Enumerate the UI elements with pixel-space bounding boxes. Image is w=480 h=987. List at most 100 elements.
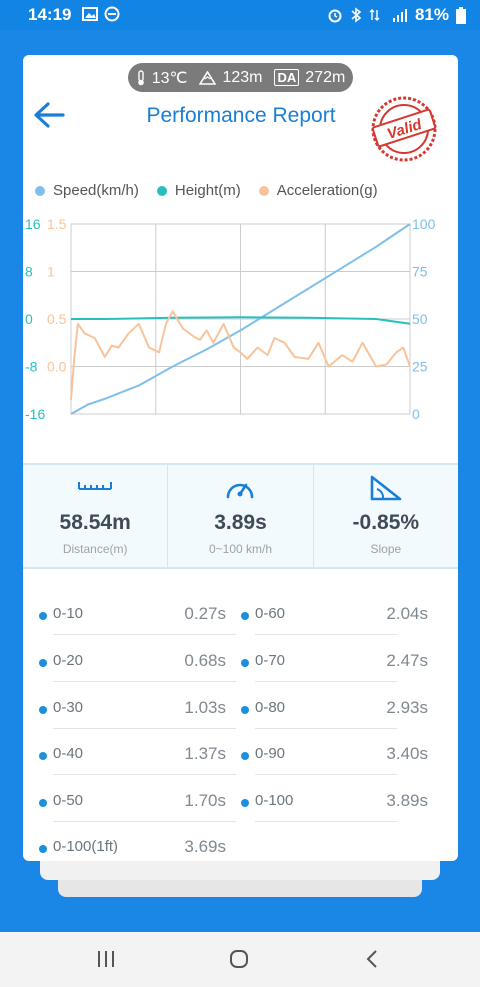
timing-row: 0-10 0.27s xyxy=(36,598,236,644)
height-line xyxy=(71,316,411,325)
height-axis-tick: 16 xyxy=(25,216,41,232)
timing-row: 0-90 3.40s xyxy=(238,738,438,784)
home-icon[interactable] xyxy=(229,949,249,969)
stat-0-100: 3.89s 0~100 km/h xyxy=(167,465,312,567)
timing-range: 0-30 xyxy=(53,699,84,716)
timing-row: 0-70 2.47s xyxy=(238,645,438,691)
legend-dot xyxy=(156,185,167,196)
height-axis-tick: -8 xyxy=(25,359,38,375)
page-title: Performance Report xyxy=(146,104,336,127)
status-right: 81% xyxy=(327,5,466,25)
bullet xyxy=(241,752,249,760)
battery-percent: 81% xyxy=(414,5,449,24)
timing-row: 0-30 1.03s xyxy=(36,692,236,738)
report-card xyxy=(23,55,458,861)
timing-range: 0-40 xyxy=(53,745,84,762)
slope-label: Slope xyxy=(370,542,402,556)
bullet xyxy=(39,612,47,620)
status-bar: 14:19 81% xyxy=(0,0,480,30)
recent-apps-icon[interactable] xyxy=(96,950,116,968)
legend-height: Height(m) xyxy=(156,182,241,199)
timing-value: 1.03s xyxy=(184,698,226,717)
acceleration-line xyxy=(70,310,411,400)
bullet xyxy=(39,799,47,807)
timing-value: 2.47s xyxy=(386,651,428,670)
bullet xyxy=(241,799,249,807)
timing-range: 0-90 xyxy=(255,745,286,762)
bullet xyxy=(241,612,249,620)
bullet xyxy=(39,752,47,760)
timing-row: 0-100 3.89s xyxy=(238,785,438,831)
timing-value: 2.04s xyxy=(386,604,428,623)
stats-panel: 58.54m Distance(m) 3.89s 0~100 km/h -0.8… xyxy=(23,463,458,569)
timing-value: 2.93s xyxy=(386,698,428,717)
row-divider xyxy=(53,774,236,775)
height-axis-tick: 0 xyxy=(25,311,33,327)
row-divider xyxy=(53,634,236,635)
density-altitude-badge: DA xyxy=(274,69,300,86)
row-divider xyxy=(255,821,397,822)
timing-value: 3.89s xyxy=(386,791,428,810)
conditions-pill: 13℃ 123m DA 272m xyxy=(128,63,353,92)
distance-value: 58.54m xyxy=(59,511,131,534)
timing-range: 0-70 xyxy=(255,652,286,669)
density-altitude: 272m xyxy=(305,68,346,86)
ruler-icon xyxy=(78,482,113,490)
timing-range: 0-80 xyxy=(255,699,286,716)
speedometer-icon xyxy=(227,483,254,499)
bullet xyxy=(241,706,249,714)
timing-range: 0-50 xyxy=(53,792,84,809)
timing-value: 0.68s xyxy=(184,651,226,670)
row-divider xyxy=(255,681,397,682)
timing-row: 0-50 1.70s xyxy=(36,785,236,831)
timing-row: 0-40 1.37s xyxy=(36,738,236,784)
back-nav-icon[interactable] xyxy=(365,949,379,969)
row-divider xyxy=(255,728,397,729)
bullet xyxy=(39,845,47,853)
legend-acceleration: Acceleration(g) xyxy=(258,182,378,199)
valid-stamp: Valid xyxy=(371,96,437,162)
timing-value: 1.37s xyxy=(184,744,226,763)
speed-line xyxy=(70,223,411,415)
timing-row: 0-20 0.68s xyxy=(36,645,236,691)
row-divider xyxy=(53,681,236,682)
row-divider xyxy=(255,774,397,775)
speed-axis-tick: 100 xyxy=(412,216,436,232)
speed-axis-tick: 0 xyxy=(412,406,420,422)
time-0-100-value: 3.89s xyxy=(214,511,267,534)
gallery-icon xyxy=(82,7,98,21)
speed-axis-tick: 50 xyxy=(412,311,428,327)
timing-row: 0-60 2.04s xyxy=(238,598,438,644)
height-axis-tick: -16 xyxy=(25,406,45,422)
timing-row: 0-80 2.93s xyxy=(238,692,438,738)
battery-icon xyxy=(456,6,466,24)
speed-axis-tick: 75 xyxy=(412,264,428,280)
acceleration-axis-tick: 1 xyxy=(47,264,55,280)
bullet xyxy=(39,706,47,714)
timing-row: 0-100(1ft) 3.69s xyxy=(36,831,236,877)
signal-icon xyxy=(392,9,407,22)
acceleration-axis-tick: 0.0 xyxy=(47,359,67,375)
slope-icon xyxy=(370,475,402,501)
legend-dot xyxy=(35,185,45,196)
alarm-icon xyxy=(328,9,342,23)
speed-axis-tick: 25 xyxy=(412,359,428,375)
chart-legend: Speed(km/h) Height(m) Acceleration(g) xyxy=(35,182,435,199)
altitude: 123m xyxy=(222,68,263,86)
timing-range: 0-100(1ft) xyxy=(53,838,119,855)
bullet xyxy=(39,659,47,667)
timing-value: 3.69s xyxy=(184,837,226,856)
navigation-bar xyxy=(0,932,480,987)
legend-dot xyxy=(258,185,269,196)
timing-value: 0.27s xyxy=(184,604,226,623)
slope-value: -0.85% xyxy=(352,511,420,534)
timing-range: 0-100 xyxy=(255,792,294,809)
back-arrow-icon[interactable] xyxy=(33,100,65,130)
distance-label: Distance(m) xyxy=(62,542,128,556)
legend-speed: Speed(km/h) xyxy=(35,182,139,199)
temperature: 13℃ xyxy=(151,69,188,87)
time-0-100-label: 0~100 km/h xyxy=(208,542,273,556)
row-divider xyxy=(53,821,236,822)
timing-value: 3.40s xyxy=(386,744,428,763)
acceleration-axis-tick: 0.5 xyxy=(47,311,67,327)
